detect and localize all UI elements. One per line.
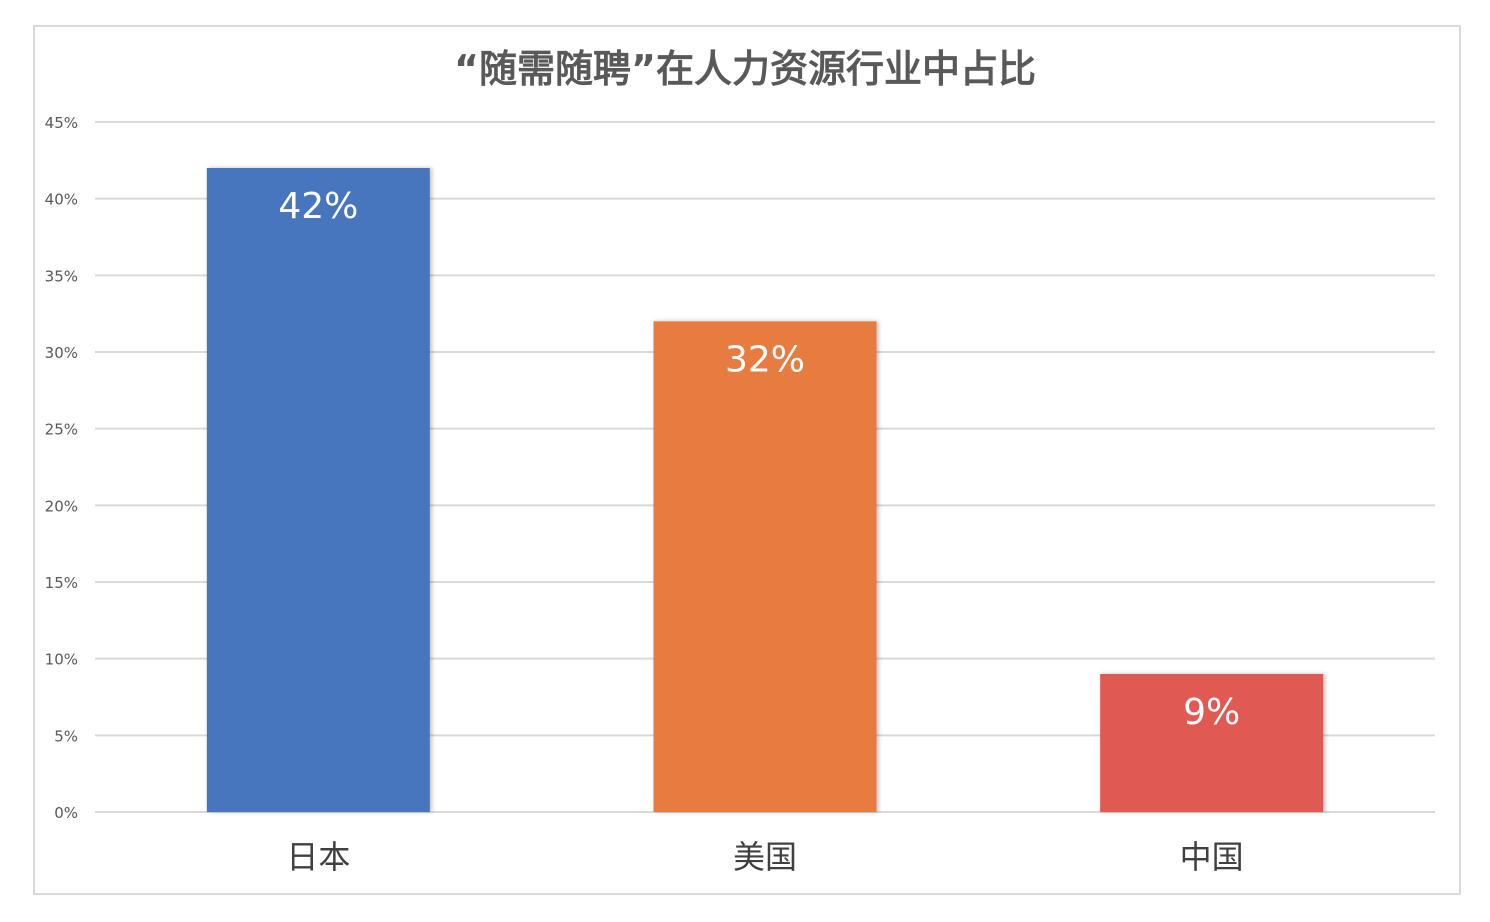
y-tick-label: 30%: [45, 344, 78, 362]
bar: [653, 321, 877, 812]
bar: [1100, 674, 1324, 812]
y-axis-ticks: 0% 5% 10% 15% 20% 25% 30% 35% 40% 45%: [45, 114, 78, 822]
y-tick-label: 10%: [45, 651, 78, 669]
data-label: 9%: [1183, 692, 1240, 733]
chart-frame: [33, 25, 1461, 895]
data-label: 32%: [725, 339, 805, 380]
x-axis-labels: 日本 美国 中国: [286, 838, 1243, 876]
x-tick-label: 中国: [1180, 838, 1244, 876]
chart-title: “随需随聘”在人力资源行业中占比: [454, 47, 1036, 91]
y-tick-label: 35%: [45, 267, 78, 285]
y-tick-label: 15%: [45, 574, 78, 592]
y-tick-label: 0%: [54, 804, 78, 822]
y-tick-label: 40%: [45, 191, 78, 209]
bars: 42% 32% 9%: [206, 168, 1324, 812]
x-tick-label: 日本: [286, 838, 350, 876]
data-label: 42%: [278, 186, 358, 227]
y-tick-label: 20%: [45, 497, 78, 515]
bar: [206, 168, 430, 812]
x-tick-label: 美国: [733, 838, 797, 876]
y-tick-label: 5%: [54, 727, 78, 745]
y-tick-label: 25%: [45, 421, 78, 439]
y-tick-label: 45%: [45, 114, 78, 132]
